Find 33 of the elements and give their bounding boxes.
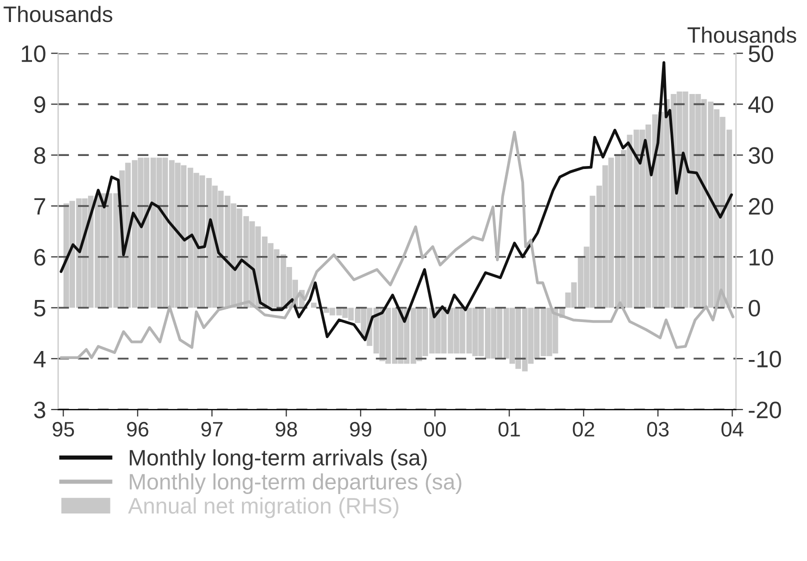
y2-tick-label: 40 — [748, 96, 774, 113]
x-tick-label: 01 — [498, 422, 520, 437]
y-tick-label: 3 — [34, 402, 46, 418]
x-tick-label: 98 — [276, 422, 297, 437]
y-tick-label: 9 — [34, 96, 46, 113]
x-tick-label: 00 — [424, 422, 446, 437]
y-tick-label: 7 — [34, 198, 46, 215]
y2-tick-label: 0 — [748, 300, 760, 317]
y-tick-label: 6 — [34, 248, 46, 266]
x-tick-label: 97 — [201, 422, 223, 437]
y-tick-label: 4 — [34, 350, 46, 368]
y2-tick-label: 20 — [748, 198, 774, 215]
x-tick-label: 96 — [127, 422, 148, 437]
y2-tick-label: 30 — [748, 147, 774, 164]
x-tick-label: 04 — [721, 422, 744, 437]
y-tick-label: 8 — [34, 147, 46, 164]
y2-tick-label: 10 — [750, 248, 774, 266]
x-tick-label: 99 — [350, 422, 372, 437]
line-series — [60, 61, 733, 342]
x-tick-label: 03 — [647, 422, 669, 437]
y-tick-label: 10 — [22, 45, 46, 62]
bar — [311, 302, 317, 308]
y2-tick-label: -10 — [748, 350, 781, 368]
y2-tick-label: -20 — [748, 402, 781, 418]
y-axis-title: Thousands — [4, 6, 112, 22]
y2-axis-title: Thousands — [688, 26, 796, 43]
x-tick-label: 95 — [52, 422, 74, 437]
x-tick-label: 02 — [572, 422, 594, 437]
y-tick-label: 5 — [34, 300, 46, 317]
legend-label: Monthly long-term arrivals (sa) — [130, 449, 427, 470]
line-series — [60, 130, 734, 360]
legend-label: Monthly long-term departures (sa) — [130, 473, 462, 494]
y2-tick-label: 50 — [748, 45, 774, 62]
